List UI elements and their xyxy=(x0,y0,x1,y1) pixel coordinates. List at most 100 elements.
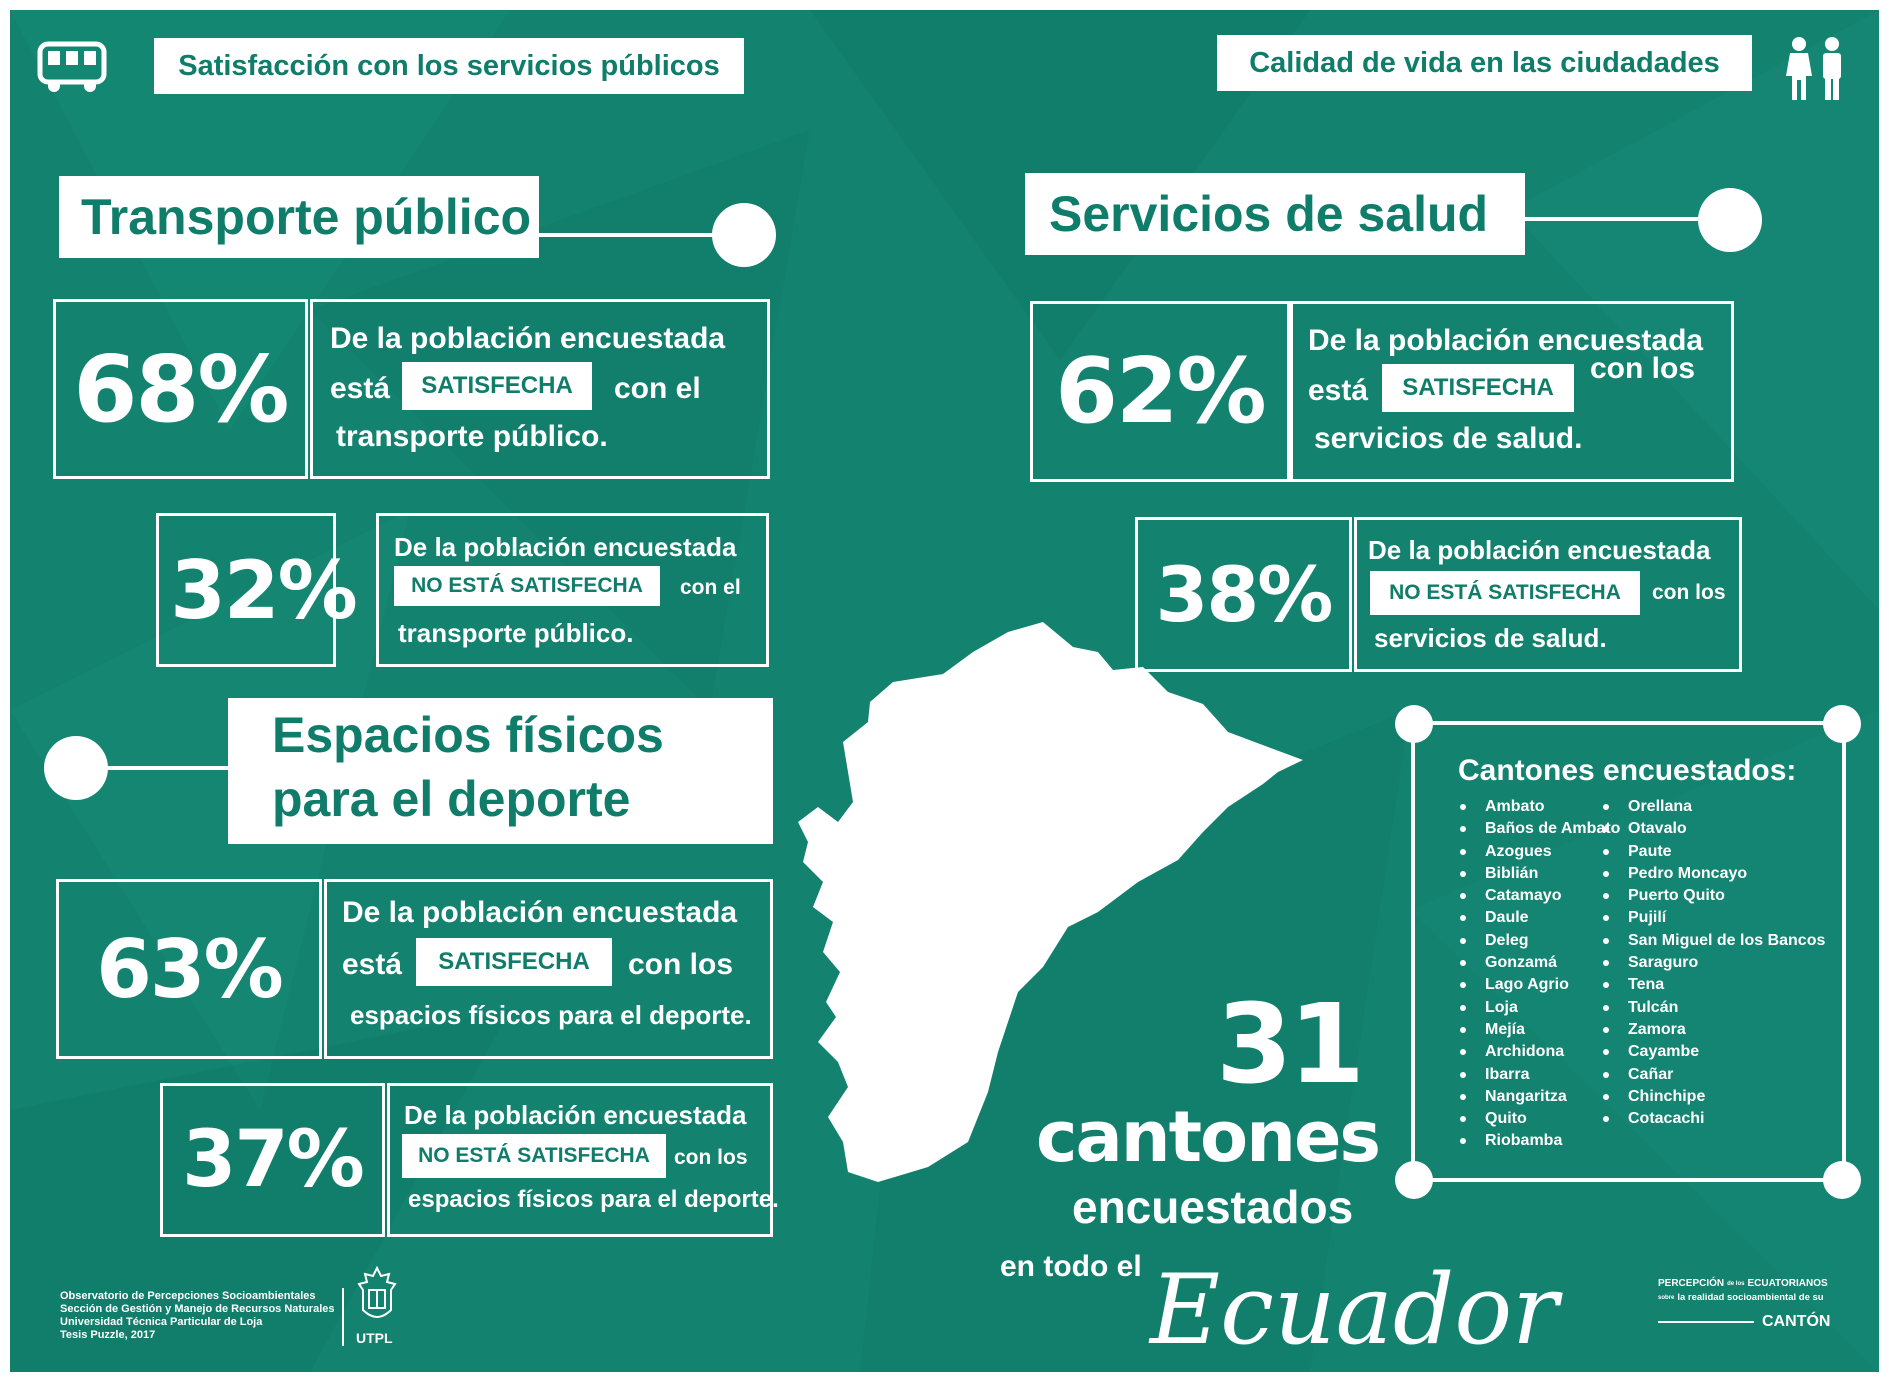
sports-unsatisfied-text-box xyxy=(387,1083,773,1237)
health-connector-line xyxy=(1525,217,1705,221)
canton-item: San Miguel de los Bancos xyxy=(1598,930,1825,952)
footer-credit-line: Tesis Puzzle, 2017 xyxy=(60,1329,156,1341)
brand-small: de los xyxy=(1727,1280,1745,1287)
canton-item: Ambato xyxy=(1455,796,1620,818)
health-section-title: Servicios de salud xyxy=(1025,173,1525,255)
health-satisfied-line1: De la población encuestada xyxy=(1308,324,1704,357)
brand-rule xyxy=(1658,1321,1754,1323)
canton-item: Cayambe xyxy=(1598,1041,1825,1063)
health-satisfied-post: con los xyxy=(1590,352,1696,385)
sports-unsatisfied-percent-box xyxy=(160,1083,385,1237)
sports-unsatisfied-post: con los xyxy=(674,1146,748,1169)
canton-item: Biblián xyxy=(1455,863,1620,885)
sports-unsatisfied-badge: NO ESTÁ SATISFECHA xyxy=(402,1134,666,1178)
bus-icon xyxy=(37,41,107,92)
sports-satisfied-pre: está xyxy=(342,948,403,981)
health-unsatisfied-post: con los xyxy=(1652,581,1726,604)
health-satisfied-badge: SATISFECHA xyxy=(1382,364,1574,412)
brand-logo: PERCEPCIÓN de los ECUATORIANOS sobre la … xyxy=(1658,1278,1858,1331)
canton-item: Chinchipe xyxy=(1598,1086,1825,1108)
health-unsatisfied-percent: 38% xyxy=(1155,550,1334,639)
footer-divider xyxy=(342,1288,344,1346)
cantones-frame-corner xyxy=(1395,1161,1433,1199)
canton-item: Nangaritza xyxy=(1455,1086,1620,1108)
transport-section-title: Transporte público xyxy=(59,176,539,258)
canton-item: Ibarra xyxy=(1455,1064,1620,1086)
cantones-frame-top xyxy=(1428,721,1828,725)
transport-unsatisfied-badge: NO ESTÁ SATISFECHA xyxy=(394,566,660,606)
sports-satisfied-text-box xyxy=(324,879,773,1059)
health-unsatisfied-line1: De la población encuestada xyxy=(1368,535,1711,565)
canton-item: Gonzamá xyxy=(1455,952,1620,974)
canton-item: Deleg xyxy=(1455,930,1620,952)
utpl-seal-icon xyxy=(357,1266,397,1318)
canton-item: Archidona xyxy=(1455,1041,1620,1063)
sports-section-title-line1: Espacios físicos xyxy=(272,707,664,763)
transport-satisfied-percent: 68% xyxy=(73,335,289,443)
canton-item: Cañar xyxy=(1598,1064,1825,1086)
sports-connector-dot xyxy=(44,736,108,800)
transport-connector-dot xyxy=(712,203,776,267)
canton-item: Cotacachi xyxy=(1598,1108,1825,1130)
canton-item: Pedro Moncayo xyxy=(1598,863,1825,885)
summary-encuestados: encuestados xyxy=(1072,1181,1354,1233)
summary-number: 31 xyxy=(1216,980,1365,1108)
brand-line2: la realidad socioambiental de su xyxy=(1677,1292,1824,1303)
health-satisfied-percent-box xyxy=(1030,301,1290,482)
transport-connector-line xyxy=(539,233,719,237)
canton-item: Loja xyxy=(1455,997,1620,1019)
utpl-logo-text: UTPL xyxy=(356,1330,393,1346)
health-satisfied-text-box xyxy=(1290,301,1734,482)
canton-item: Mejía xyxy=(1455,1019,1620,1041)
canton-item: Zamora xyxy=(1598,1019,1825,1041)
footer-credit-line: Sección de Gestión y Manejo de Recursos … xyxy=(60,1303,335,1315)
transport-unsatisfied-percent: 32% xyxy=(170,543,357,637)
sports-section-title-line2: para el deporte xyxy=(272,771,631,827)
sports-unsatisfied-line3: espacios físicos para el deporte. xyxy=(408,1186,779,1213)
sports-satisfied-percent: 63% xyxy=(96,922,283,1016)
canton-item: Baños de Ambato xyxy=(1455,818,1620,840)
canton-item: Tulcán xyxy=(1598,997,1825,1019)
cantones-frame-right xyxy=(1842,738,1846,1166)
canton-item: Catamayo xyxy=(1455,885,1620,907)
canton-item: Quito xyxy=(1455,1108,1620,1130)
canton-item: Saraguro xyxy=(1598,952,1825,974)
health-unsatisfied-line3: servicios de salud. xyxy=(1374,623,1607,653)
canton-item: Azogues xyxy=(1455,841,1620,863)
canton-item: Lago Agrio xyxy=(1455,974,1620,996)
summary-cantones: cantones xyxy=(1036,1096,1381,1178)
transport-satisfied-percent-box xyxy=(53,299,308,479)
footer-credit-line: Universidad Técnica Particular de Loja xyxy=(60,1316,263,1328)
sports-satisfied-line3: espacios físicos para el deporte. xyxy=(350,1000,752,1030)
footer-credit-line: Observatorio de Percepciones Socioambien… xyxy=(60,1290,316,1302)
health-unsatisfied-percent-box xyxy=(1135,517,1352,672)
canton-item: Puerto Quito xyxy=(1598,885,1825,907)
cantones-list-col2: Orellana Otavalo Paute Pedro Moncayo Puerto … xyxy=(1598,796,1825,1130)
sports-connector-line xyxy=(106,766,228,770)
infographic-canvas: Satisfacción con los servicios públicos … xyxy=(10,10,1879,1372)
brand-line1b: ECUATORIANOS xyxy=(1747,1278,1828,1289)
brand-small2: sobre xyxy=(1658,1294,1675,1301)
people-icon xyxy=(1786,37,1841,100)
ecuador-map xyxy=(798,622,1303,1182)
sports-section-title-box xyxy=(228,698,773,844)
summary-ecuador: Ecuador xyxy=(1150,1254,1559,1366)
cantones-list-col1: Ambato Baños de Ambato Azogues Biblián Catam… xyxy=(1455,796,1620,1153)
transport-satisfied-line1: De la población encuestada xyxy=(330,322,726,355)
transport-satisfied-line3: transporte público. xyxy=(336,420,608,453)
sports-unsatisfied-percent: 37% xyxy=(182,1115,365,1205)
canton-item: Daule xyxy=(1455,907,1620,929)
health-connector-dot xyxy=(1698,188,1762,252)
health-unsatisfied-text-box xyxy=(1354,517,1742,672)
sports-satisfied-percent-box xyxy=(56,879,322,1059)
transport-unsatisfied-line1: De la población encuestada xyxy=(394,532,737,562)
canton-item: Tena xyxy=(1598,974,1825,996)
canton-item: Riobamba xyxy=(1455,1130,1620,1152)
sports-satisfied-line1: De la población encuestada xyxy=(342,896,738,929)
transport-satisfied-badge: SATISFECHA xyxy=(402,362,592,410)
header-left-title: Satisfacción con los servicios públicos xyxy=(154,38,744,94)
health-satisfied-pre: está xyxy=(1308,374,1369,407)
canton-item: Otavalo xyxy=(1598,818,1825,840)
cantones-frame-corner xyxy=(1395,705,1433,743)
health-satisfied-line3: servicios de salud. xyxy=(1314,422,1583,455)
